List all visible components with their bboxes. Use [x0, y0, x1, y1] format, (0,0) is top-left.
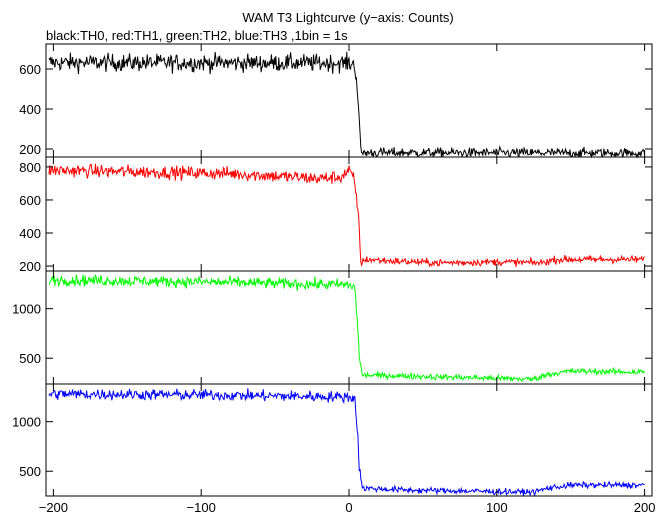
y-tick-label: 1000 — [12, 302, 41, 317]
panel-th1: 200 400 600 800 — [19, 156, 653, 274]
panel-th0: 200 400 600 — [19, 43, 653, 159]
panel-th3: 500 1000 — [12, 383, 653, 498]
y-tick-label: 500 — [19, 351, 41, 366]
panel-frame — [45, 156, 653, 272]
series-th1-line — [48, 163, 645, 268]
series-th0-line — [48, 51, 646, 159]
y-tick-label: 200 — [19, 142, 41, 157]
y-tick-label: 400 — [19, 226, 41, 241]
y-tick-label: 1000 — [12, 415, 41, 430]
series-th3-line — [48, 388, 645, 498]
series-th2-line — [48, 274, 646, 383]
y-tick-label: 500 — [19, 464, 41, 479]
x-tick-label: 0 — [345, 500, 352, 515]
x-tick-label: −200 — [39, 500, 68, 515]
x-tick-label: −100 — [187, 500, 216, 515]
chart-title: WAM T3 Lightcurve (y−axis: Counts) — [242, 10, 453, 25]
y-tick-label: 200 — [19, 259, 41, 274]
panel-frame — [45, 270, 653, 385]
x-tick-label: 200 — [634, 500, 656, 515]
y-tick-label: 600 — [19, 193, 41, 208]
panel-frame — [45, 383, 653, 497]
chart-subtitle: black:TH0, red:TH1, green:TH2, blue:TH3 … — [46, 28, 348, 43]
y-tick-label: 600 — [19, 62, 41, 77]
panel-th2: 500 1000 — [12, 270, 653, 385]
x-tick-label: 100 — [486, 500, 508, 515]
y-tick-label: 800 — [19, 160, 41, 175]
y-tick-label: 400 — [19, 102, 41, 117]
